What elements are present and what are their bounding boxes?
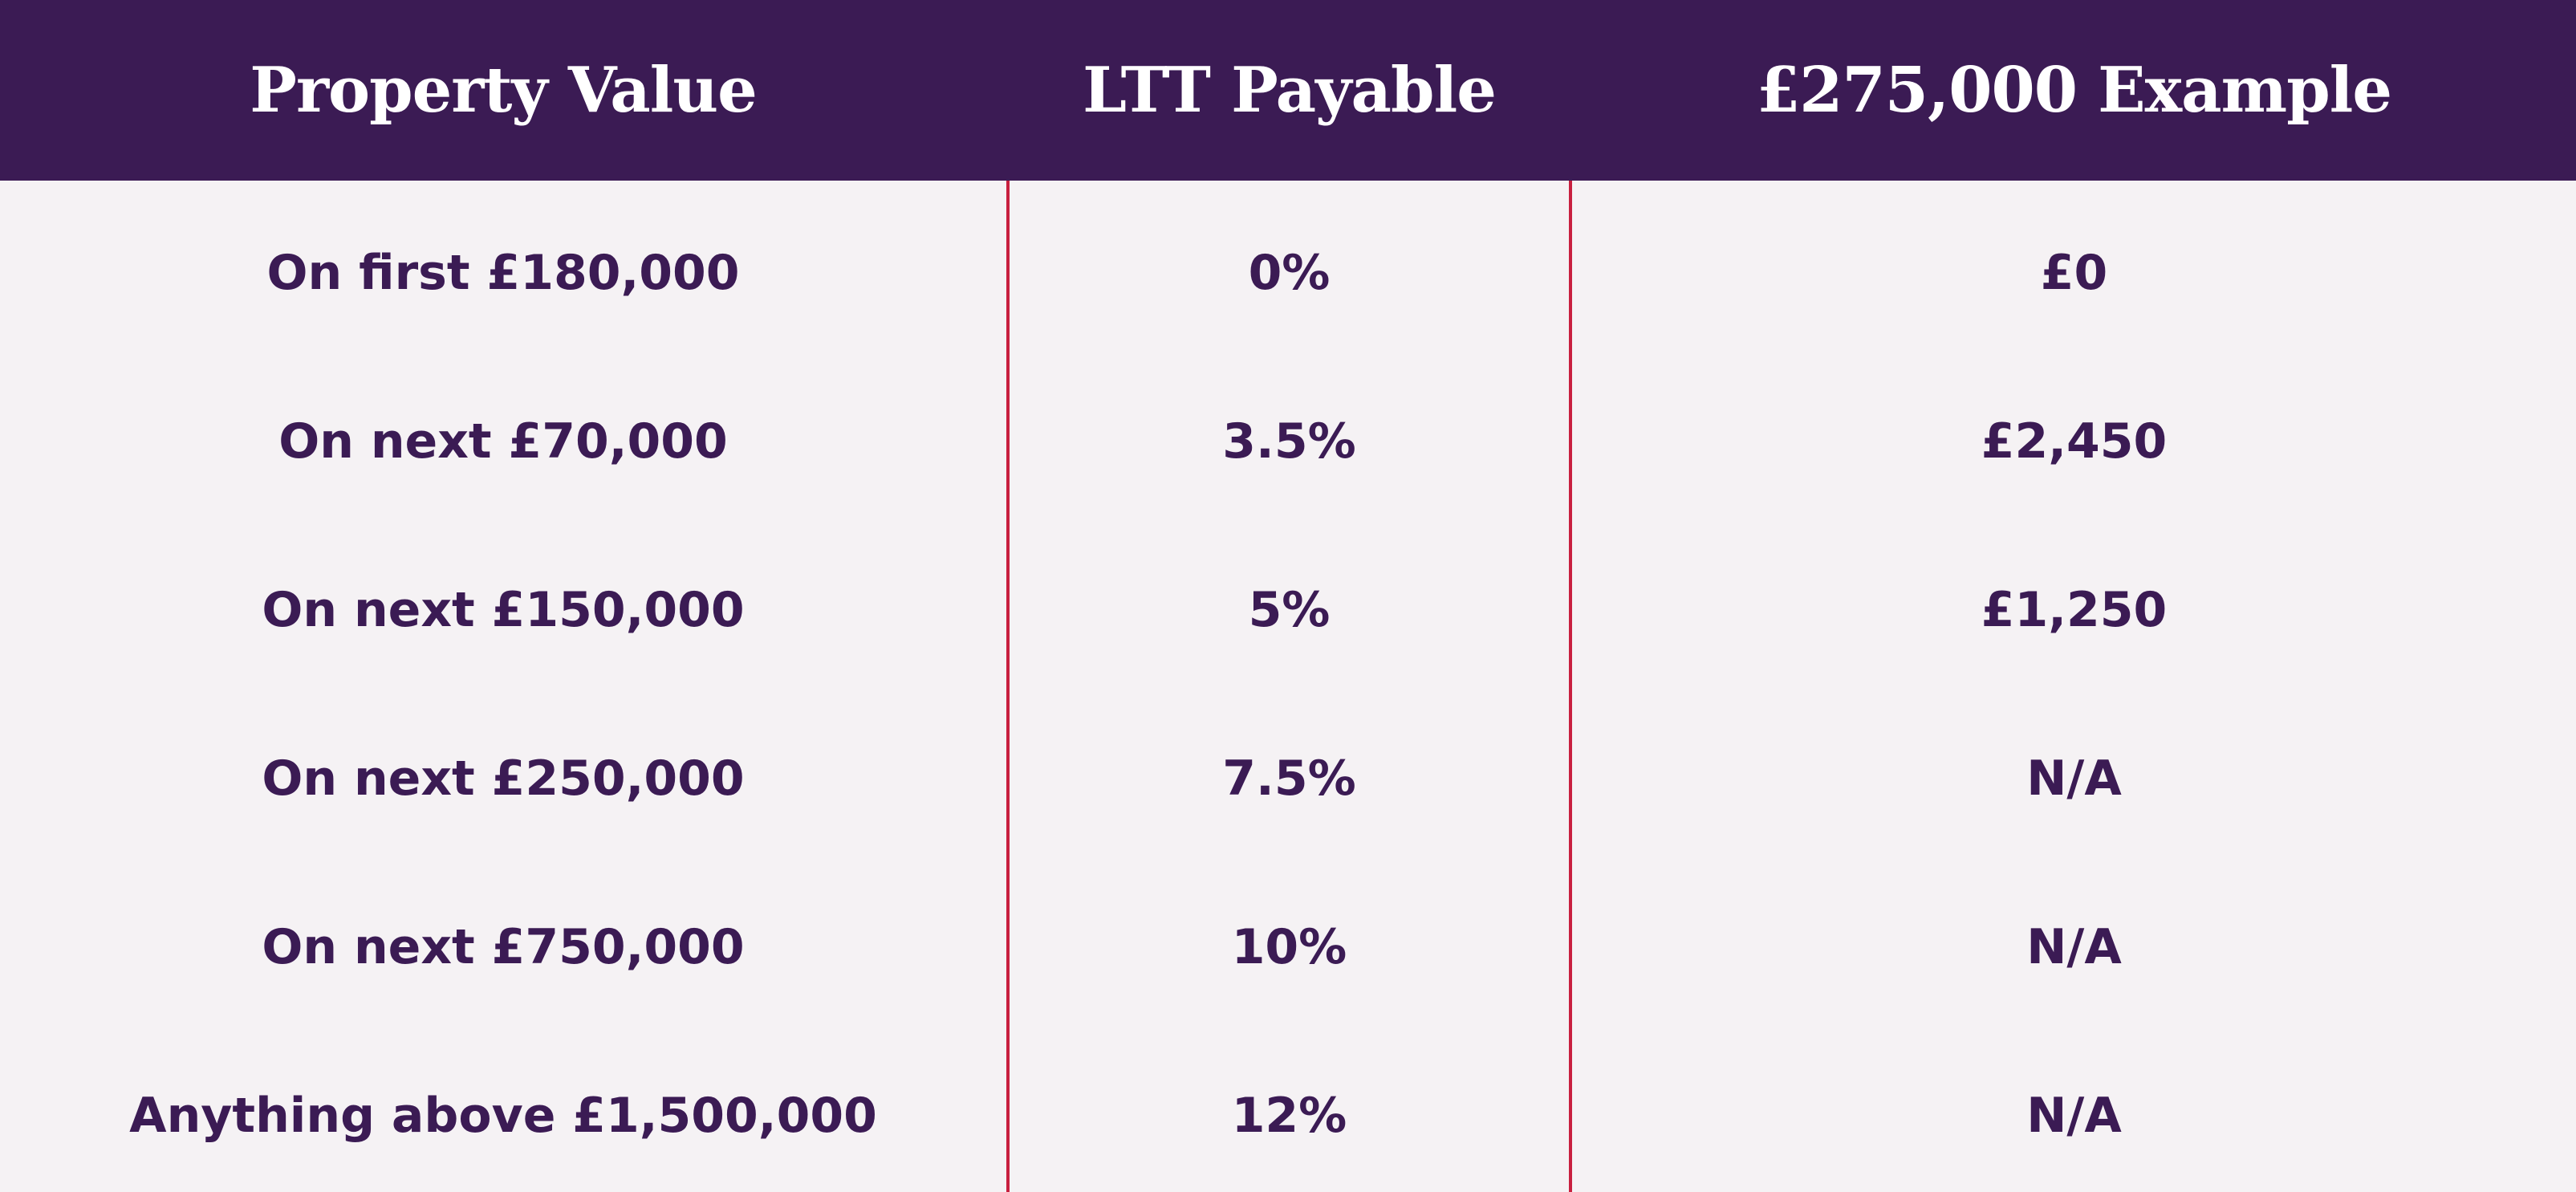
rate-cell: 12% bbox=[1231, 1088, 1347, 1144]
band-cell: On next £70,000 bbox=[278, 413, 728, 470]
rate-cell: 7.5% bbox=[1222, 751, 1356, 807]
band-cell: On next £750,000 bbox=[262, 919, 745, 975]
table-row: On next £750,000 10% N/A bbox=[0, 863, 2576, 1031]
example-cell: £0 bbox=[2040, 245, 2108, 301]
example-cell: £2,450 bbox=[1981, 413, 2168, 470]
header-ltt-payable: LTT Payable bbox=[1083, 54, 1497, 127]
band-cell: On next £250,000 bbox=[262, 751, 745, 807]
example-cell: £1,250 bbox=[1981, 582, 2168, 638]
example-cell: N/A bbox=[2026, 751, 2122, 807]
column-divider bbox=[1569, 181, 1572, 1192]
table-row: Anything above £1,500,000 12% N/A bbox=[0, 1031, 2576, 1192]
table-header: Property Value LTT Payable £275,000 Exam… bbox=[0, 0, 2576, 181]
header-property-value: Property Value bbox=[250, 54, 757, 127]
table-row: On next £250,000 7.5% N/A bbox=[0, 694, 2576, 863]
band-cell: On first £180,000 bbox=[266, 245, 740, 301]
rate-cell: 3.5% bbox=[1222, 413, 1356, 470]
table-row: On first £180,000 0% £0 bbox=[0, 189, 2576, 357]
band-cell: On next £150,000 bbox=[262, 582, 745, 638]
rate-cell: 0% bbox=[1248, 245, 1331, 301]
rate-cell: 5% bbox=[1248, 582, 1331, 638]
column-divider bbox=[1006, 181, 1010, 1192]
example-cell: N/A bbox=[2026, 919, 2122, 975]
example-cell: N/A bbox=[2026, 1088, 2122, 1144]
band-cell: Anything above £1,500,000 bbox=[129, 1088, 877, 1144]
rate-cell: 10% bbox=[1231, 919, 1347, 975]
table-row: On next £150,000 5% £1,250 bbox=[0, 526, 2576, 694]
table-row: On next £70,000 3.5% £2,450 bbox=[0, 357, 2576, 526]
header-example: £275,000 Example bbox=[1756, 54, 2392, 127]
